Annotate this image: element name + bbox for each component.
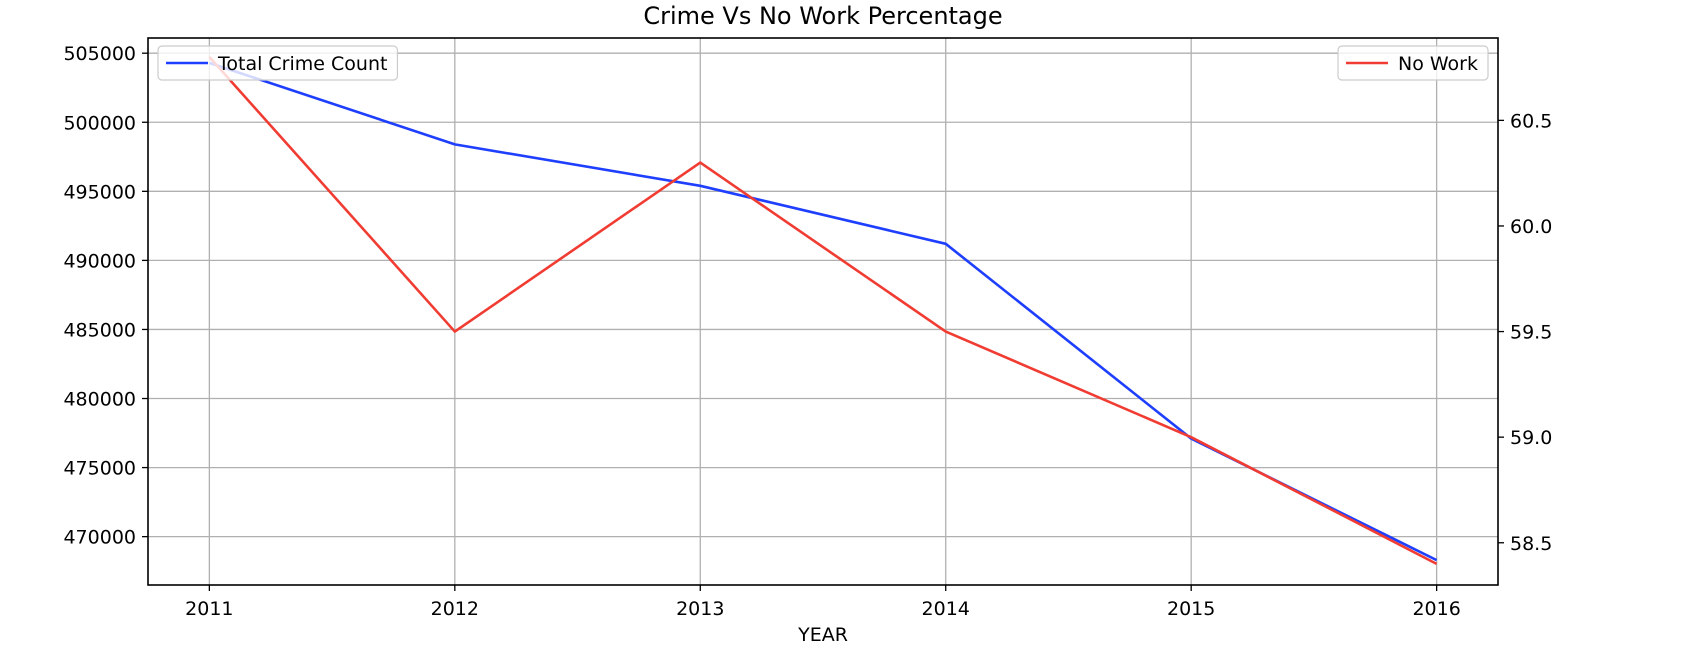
y-right-tick-label: 59.5 xyxy=(1510,322,1552,344)
x-tick-label: 2011 xyxy=(185,598,233,620)
series-lines xyxy=(208,56,1438,566)
legend-total-crime-count: Total Crime Count xyxy=(157,45,399,81)
y-tick-label: 485000 xyxy=(63,319,136,341)
axis-ticks: 2011 2012 2013 2014 2015 2016 470000 475000 4800… xyxy=(63,43,1552,620)
chart-title: Crime Vs No Work Percentage xyxy=(643,2,1002,30)
x-tick-label: 2012 xyxy=(431,598,479,620)
y-tick-label: 480000 xyxy=(63,389,136,411)
plot-frame xyxy=(147,37,1499,586)
grid-lines xyxy=(148,38,1498,585)
x-axis-label: YEAR xyxy=(797,624,848,646)
legend-label: No Work xyxy=(1398,53,1478,75)
legend-label: Total Crime Count xyxy=(217,53,387,75)
y-tick-label: 495000 xyxy=(63,181,136,203)
series-line-no-work xyxy=(208,56,1438,566)
y-right-tick-label: 58.5 xyxy=(1510,533,1552,555)
x-tick-label: 2015 xyxy=(1167,598,1215,620)
y-tick-label: 470000 xyxy=(63,527,136,549)
y-tick-label: 490000 xyxy=(63,250,136,272)
y-right-tick-label: 60.0 xyxy=(1510,216,1552,238)
y-right-tick-label: 59.0 xyxy=(1510,427,1552,449)
x-tick-label: 2016 xyxy=(1412,598,1460,620)
x-tick-label: 2014 xyxy=(922,598,970,620)
legend-box xyxy=(157,45,399,81)
x-tick-label: 2013 xyxy=(676,598,724,620)
y-tick-label: 505000 xyxy=(63,43,136,65)
y-tick-label: 475000 xyxy=(63,458,136,480)
y-right-tick-label: 60.5 xyxy=(1510,110,1552,132)
y-tick-label: 500000 xyxy=(63,112,136,134)
legend-no-work: No Work xyxy=(1337,45,1489,81)
series-line-total-crime-count xyxy=(208,61,1438,562)
legend-box xyxy=(1337,45,1489,81)
